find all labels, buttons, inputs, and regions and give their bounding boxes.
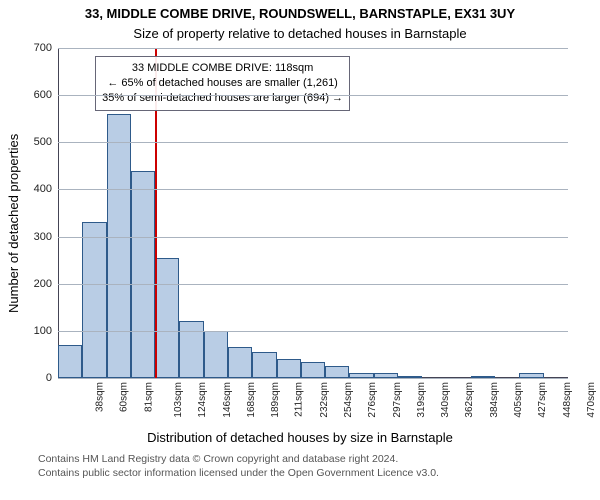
xtick-label: 405sqm (513, 382, 524, 418)
ytick-label: 0 (46, 372, 52, 384)
ytick-label: 600 (34, 89, 52, 101)
xtick-label: 448sqm (562, 382, 573, 418)
xtick-label: 340sqm (440, 382, 451, 418)
gridline-h (58, 189, 568, 190)
annotation-line: 33 MIDDLE COMBE DRIVE: 118sqm (102, 61, 343, 76)
x-axis-label: Distribution of detached houses by size … (0, 430, 600, 445)
xtick-label: 297sqm (392, 382, 403, 418)
gridline-h (58, 95, 568, 96)
ytick-label: 500 (34, 136, 52, 148)
xtick-label: 232sqm (319, 382, 330, 418)
xtick-label: 168sqm (246, 382, 257, 418)
histogram-bar (155, 258, 179, 378)
gridline-h (58, 378, 568, 379)
ytick-label: 300 (34, 231, 52, 243)
ytick-label: 700 (34, 42, 52, 54)
xtick-label: 276sqm (367, 382, 378, 418)
chart-title-address: 33, MIDDLE COMBE DRIVE, ROUNDSWELL, BARN… (0, 6, 600, 21)
ytick-label: 100 (34, 325, 52, 337)
xtick-label: 60sqm (119, 382, 130, 412)
xtick-label: 384sqm (489, 382, 500, 418)
y-axis-label: Number of detached properties (6, 134, 21, 313)
footer-line: Contains public sector information licen… (38, 466, 592, 480)
xtick-label: 470sqm (586, 382, 597, 418)
gridline-h (58, 142, 568, 143)
annotation-line: ← 65% of detached houses are smaller (1,… (102, 76, 343, 91)
gridline-h (58, 237, 568, 238)
ytick-label: 400 (34, 183, 52, 195)
gridline-h (58, 48, 568, 49)
histogram-bar (277, 359, 301, 378)
histogram-bar (131, 171, 155, 378)
xtick-label: 81sqm (143, 382, 154, 412)
annotation-line: 35% of semi-detached houses are larger (… (102, 91, 343, 106)
xtick-label: 124sqm (197, 382, 208, 418)
xtick-label: 427sqm (537, 382, 548, 418)
xtick-label: 189sqm (270, 382, 281, 418)
xtick-label: 38sqm (95, 382, 106, 412)
histogram-bar (301, 362, 325, 379)
histogram-bar (58, 345, 82, 378)
ytick-label: 200 (34, 278, 52, 290)
xtick-label: 211sqm (294, 382, 305, 417)
histogram-bar (107, 114, 131, 378)
xtick-label: 146sqm (222, 382, 233, 418)
histogram-bar (325, 366, 349, 378)
plot-area: 33 MIDDLE COMBE DRIVE: 118sqm ← 65% of d… (58, 48, 568, 378)
annotation-box: 33 MIDDLE COMBE DRIVE: 118sqm ← 65% of d… (95, 56, 350, 111)
histogram-bar (204, 331, 228, 378)
xtick-label: 254sqm (343, 382, 354, 418)
chart-container: 33, MIDDLE COMBE DRIVE, ROUNDSWELL, BARN… (0, 0, 600, 500)
gridline-h (58, 331, 568, 332)
chart-subtitle: Size of property relative to detached ho… (0, 26, 600, 41)
footer-attribution: Contains HM Land Registry data © Crown c… (38, 452, 592, 480)
gridline-h (58, 284, 568, 285)
xtick-label: 103sqm (173, 382, 184, 418)
footer-line: Contains HM Land Registry data © Crown c… (38, 452, 592, 466)
histogram-bar (252, 352, 276, 378)
xtick-label: 319sqm (416, 382, 427, 418)
histogram-bar (228, 347, 252, 378)
histogram-bar (82, 222, 106, 378)
xtick-label: 362sqm (465, 382, 476, 418)
